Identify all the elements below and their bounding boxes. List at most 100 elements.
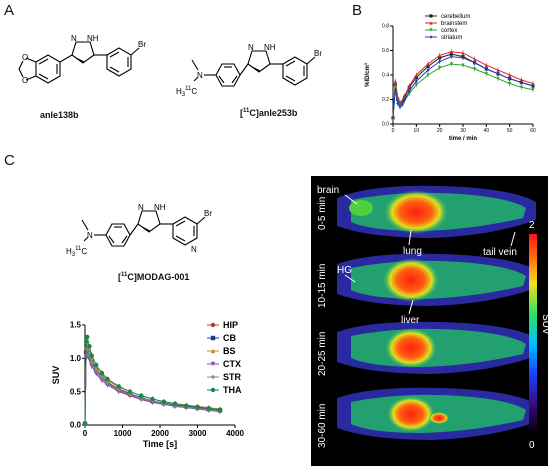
chart-b: 0 10 20 30 40 50 60 0.0 0.2 0.4 0.6 0.8 time / min %I… xyxy=(364,14,536,142)
y-tick-label: 0.5 xyxy=(70,387,82,396)
pet-frame-3 xyxy=(337,321,536,374)
y-tick-label: 0.4 xyxy=(382,73,389,79)
data-point xyxy=(496,77,500,81)
x-tick-label: 3000 xyxy=(189,429,207,438)
data-point xyxy=(161,399,166,404)
annotation-brain: brain xyxy=(317,185,339,196)
data-point xyxy=(449,62,453,66)
legend-marker xyxy=(429,35,433,39)
data-point xyxy=(473,67,477,71)
x-tick-label: 20 xyxy=(437,128,443,134)
legend-label: striatum xyxy=(441,35,462,41)
pet-frame-4 xyxy=(337,387,536,440)
y-tick-label: 0.6 xyxy=(382,48,389,54)
panel-letter-b: B xyxy=(352,2,363,19)
colorbar-label: SUV xyxy=(540,314,548,335)
series-THA xyxy=(82,334,223,427)
data-point xyxy=(461,51,465,55)
x-tick-label: 30 xyxy=(460,128,466,134)
y-tick-label: 1.5 xyxy=(70,321,82,330)
pet-image-panel: 0-5 min 10-15 min 20-25 min 30-60 min br… xyxy=(311,176,550,466)
modag-n-amine: N xyxy=(87,231,93,240)
anle138b-br: Br xyxy=(138,40,146,49)
anle138b-structure: O O N NH Br xyxy=(18,34,146,85)
pet-frame-2 xyxy=(337,253,536,306)
anle253b-label: [11C]anle253b xyxy=(240,108,298,118)
data-point xyxy=(496,72,500,76)
data-point xyxy=(449,50,453,54)
data-point xyxy=(438,66,442,70)
data-point xyxy=(116,384,121,389)
annotation-tail-vein: tail vein xyxy=(483,247,517,258)
x-tick-label: 1000 xyxy=(114,429,132,438)
data-point xyxy=(461,63,465,67)
series-BS xyxy=(82,342,223,427)
anle253b-nh: NH xyxy=(264,43,276,52)
legend-marker xyxy=(429,28,433,32)
legend-label: HIP xyxy=(223,320,238,330)
data-point xyxy=(139,393,144,398)
data-point xyxy=(426,68,430,72)
x-tick-label: 50 xyxy=(507,128,513,134)
anle138b-n: N xyxy=(71,34,77,43)
data-point xyxy=(400,99,404,103)
legend-label: THA xyxy=(223,385,242,395)
data-point xyxy=(127,389,133,394)
data-point xyxy=(195,404,200,410)
data-point xyxy=(508,73,512,77)
legend-marker xyxy=(429,14,433,18)
data-point xyxy=(414,83,418,87)
y-tick-label: 1.0 xyxy=(70,354,82,363)
y-tick-label: 0.2 xyxy=(382,97,389,103)
data-point xyxy=(85,346,90,352)
legend-marker xyxy=(429,21,433,25)
modag-nh: NH xyxy=(154,203,166,212)
x-tick-label: 10 xyxy=(414,128,420,134)
data-point xyxy=(531,84,535,88)
data-point xyxy=(184,403,189,408)
modag-h3c: H311C xyxy=(66,246,87,258)
data-point xyxy=(473,57,477,61)
series-STR xyxy=(82,346,223,427)
chart-c: 0 1000 2000 3000 4000 0.0 0.5 1.0 1.5 Time [s] SUV… xyxy=(51,320,244,449)
data-point xyxy=(87,344,92,349)
legend-label: CTX xyxy=(223,359,241,369)
data-point xyxy=(484,63,488,67)
x-tick-label: 4000 xyxy=(226,429,244,438)
legend-marker xyxy=(210,361,216,367)
data-point xyxy=(438,53,442,57)
data-point xyxy=(407,84,411,88)
series-CB xyxy=(82,343,223,427)
x-tick-label: 0 xyxy=(392,128,395,134)
panel-letter-a: A xyxy=(4,2,15,19)
data-point xyxy=(531,88,535,92)
legend-label: BS xyxy=(223,346,236,356)
colorbar-max: 2 xyxy=(529,220,535,231)
data-point xyxy=(484,72,488,76)
series-line-BS xyxy=(84,343,221,424)
legend-marker xyxy=(210,387,216,393)
series-CTX xyxy=(82,350,223,427)
modag-n-pyridine: N xyxy=(191,245,197,254)
series-line-HIP xyxy=(84,348,221,424)
data-point xyxy=(99,370,105,376)
data-point xyxy=(94,368,99,374)
series-brainstem xyxy=(391,49,535,121)
data-point xyxy=(83,339,89,344)
data-point xyxy=(105,380,110,386)
data-point xyxy=(139,396,144,401)
anle253b-n: N xyxy=(248,43,254,52)
data-point xyxy=(89,360,94,366)
series-line-brainstem xyxy=(392,51,534,118)
colorbar-min: 0 xyxy=(529,440,535,451)
data-point xyxy=(508,81,512,86)
pet-frame-1 xyxy=(337,185,536,238)
suv-colorbar xyxy=(529,234,537,434)
series-cortex xyxy=(391,61,535,121)
data-point xyxy=(393,79,397,83)
x-tick-label: 2000 xyxy=(151,429,169,438)
y-tick-label: 0.0 xyxy=(382,122,389,128)
anle253b-h3c: H311C xyxy=(176,86,197,98)
data-point xyxy=(94,362,99,368)
data-point xyxy=(391,116,395,120)
